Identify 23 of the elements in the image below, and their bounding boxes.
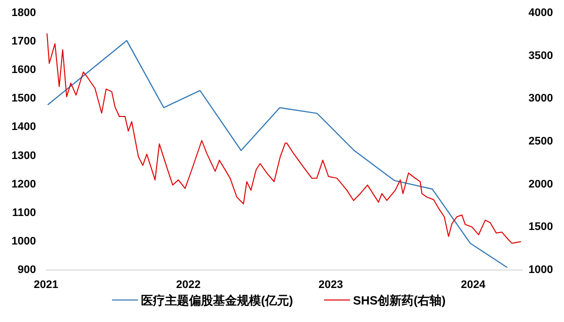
x-tick-label: 2024 <box>460 279 486 291</box>
y2-tick-label: 2500 <box>528 136 553 148</box>
y2-tick-label: 1000 <box>528 264 553 276</box>
y2-tick-label: 4000 <box>528 7 553 19</box>
x-tick-label: 2023 <box>318 279 344 291</box>
y-tick-label: 1700 <box>12 36 36 48</box>
y-tick-label: 1500 <box>12 92 36 105</box>
y-tick-label: 1600 <box>12 64 36 76</box>
y-tick-label: 1400 <box>12 121 36 134</box>
y2-tick-label: 2000 <box>528 178 553 190</box>
y-tick-label: 1300 <box>12 150 36 162</box>
y-tick-label: 1200 <box>12 178 36 190</box>
y-tick-label: 1800 <box>12 7 36 19</box>
y-tick-label: 900 <box>18 264 36 276</box>
x-tick-label: 2021 <box>34 279 58 291</box>
y2-tick-label: 3500 <box>528 50 553 62</box>
y-tick-label: 1000 <box>12 235 36 248</box>
y2-tick-label: 3000 <box>528 92 553 105</box>
legend-label: SHS创新药(右轴) <box>353 294 446 308</box>
y-tick-label: 1100 <box>12 206 36 219</box>
legend-label: 医疗主题偏股基金规模(亿元) <box>141 294 293 308</box>
x-tick-label: 2022 <box>176 279 201 291</box>
y2-tick-label: 1500 <box>528 221 553 234</box>
